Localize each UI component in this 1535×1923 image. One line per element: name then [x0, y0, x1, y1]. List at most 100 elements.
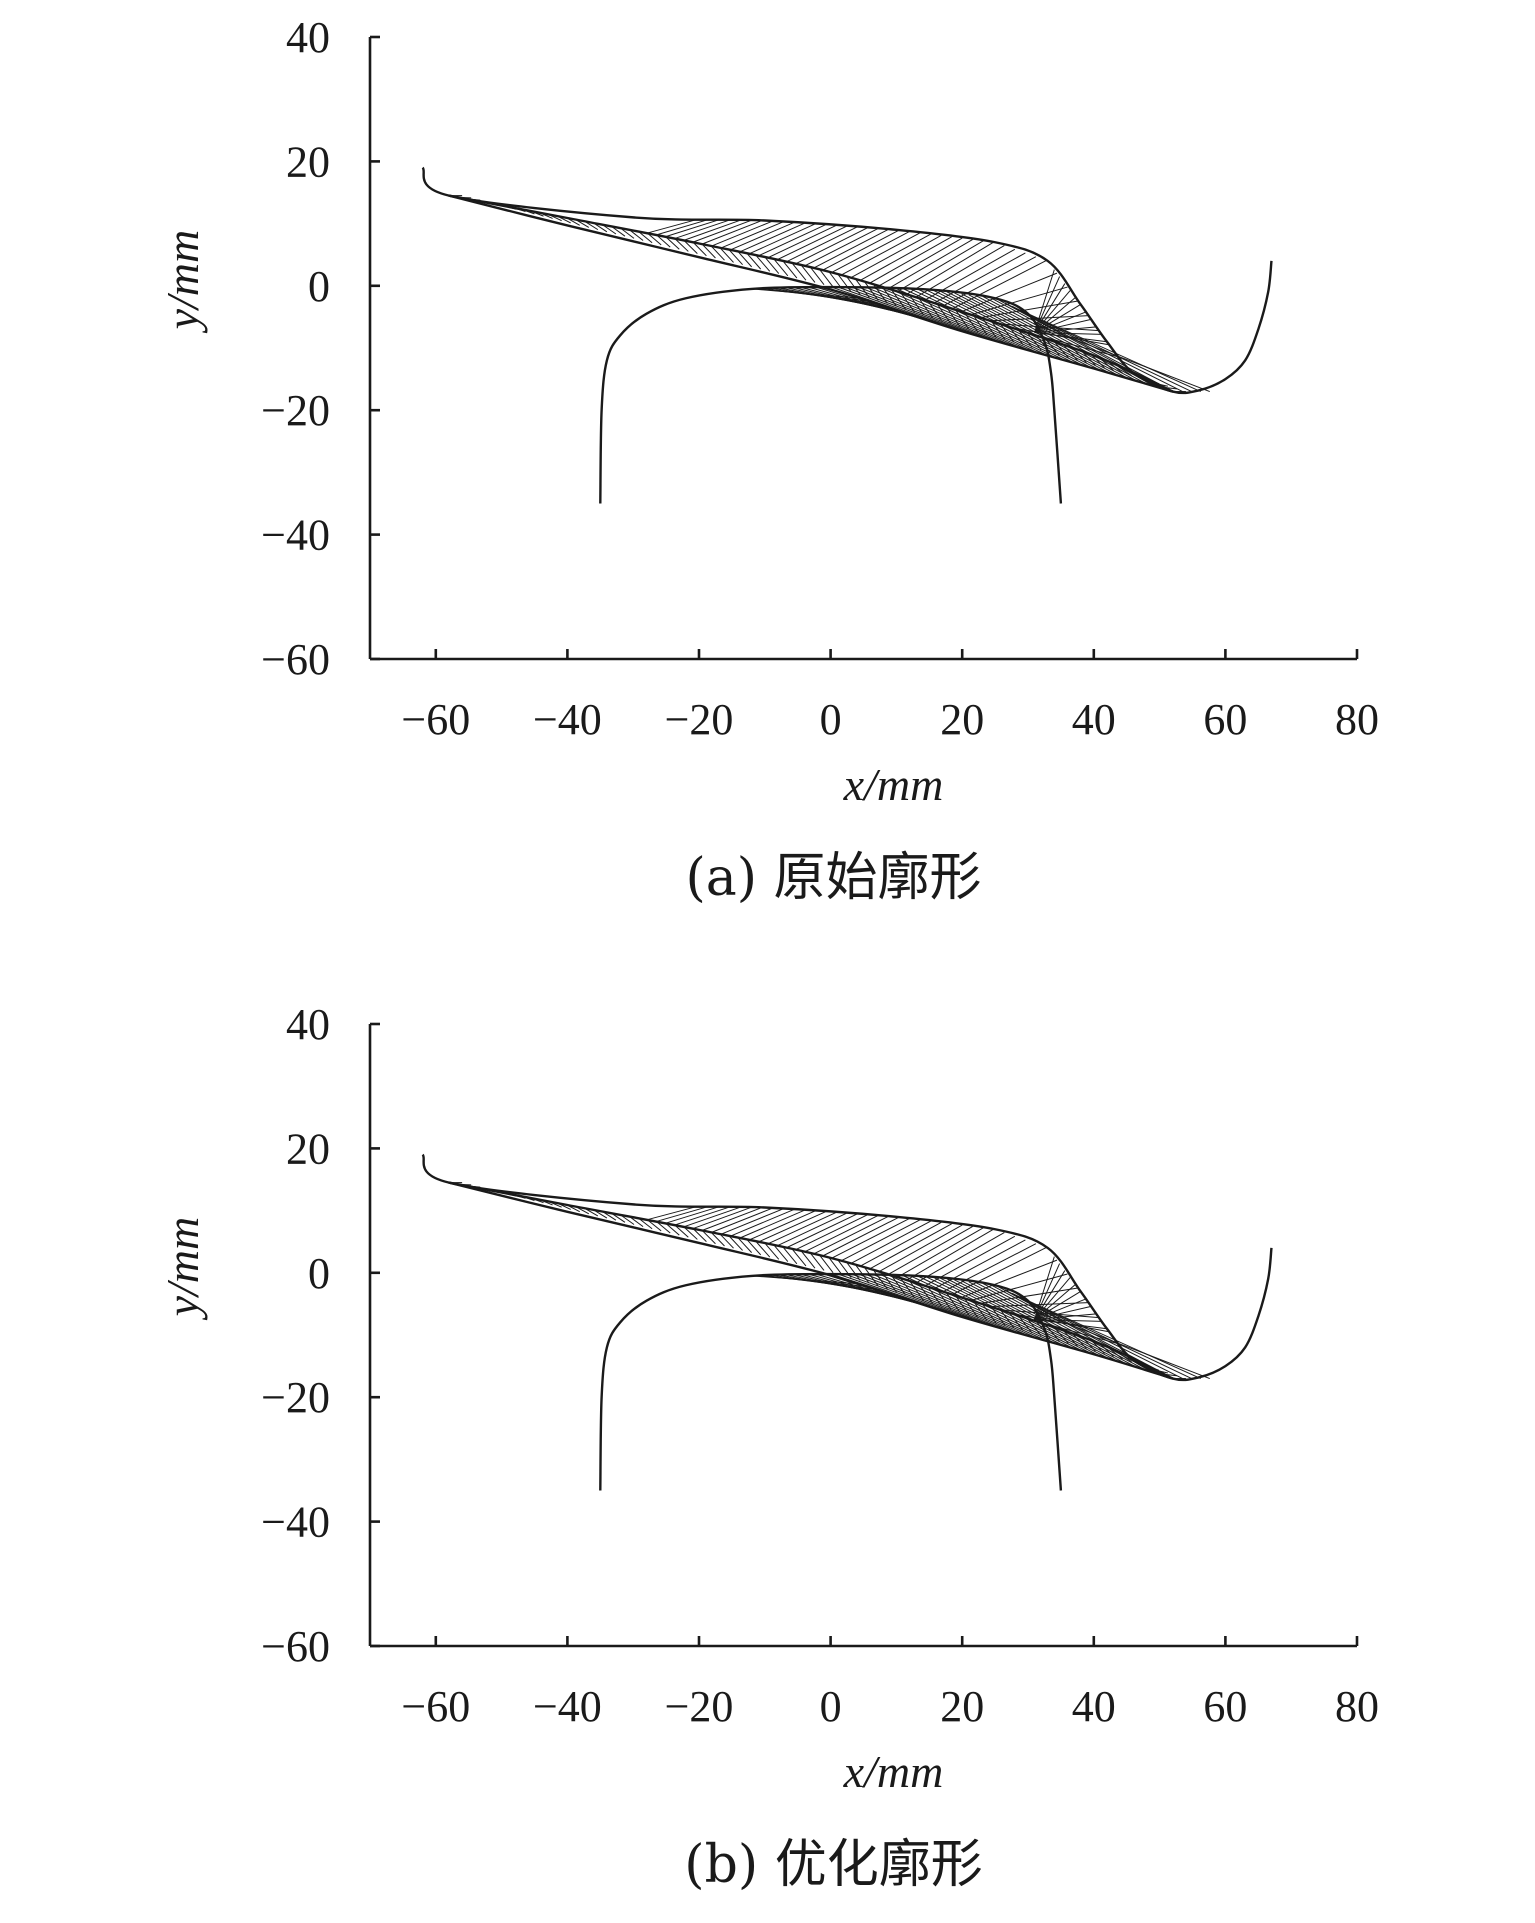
wedge-ray — [774, 1245, 789, 1262]
y-tick-label: −40 — [261, 1498, 330, 1547]
bend-ray — [1034, 331, 1108, 343]
wedge-ray — [620, 1214, 635, 1225]
y-tick-label: 0 — [308, 1249, 330, 1298]
inner-ray — [867, 1274, 1002, 1329]
wedge-ray — [467, 1185, 481, 1188]
wedge-ray — [557, 215, 571, 224]
contact-ray — [924, 1235, 1016, 1287]
contact-ray — [896, 1227, 984, 1279]
inner-ray — [867, 287, 1002, 343]
inner-ray — [860, 287, 993, 341]
contact-ray — [822, 229, 900, 271]
y-axis-title: y/mm — [157, 1217, 208, 1321]
wedge-ray — [548, 1200, 562, 1208]
wedge-ray — [701, 1230, 716, 1245]
contact-ray — [905, 241, 995, 296]
inner-ray — [1026, 312, 1201, 392]
contact-ray — [766, 1212, 837, 1245]
contact-ray — [683, 219, 742, 241]
wedge-ray — [539, 1199, 553, 1206]
inner-ray — [990, 297, 1156, 387]
inner-ray — [881, 287, 1020, 348]
wedge-ray — [973, 315, 988, 335]
contact-ray — [803, 1215, 879, 1253]
inner-ray — [910, 1275, 1057, 1345]
wedge-ray — [1081, 351, 1096, 366]
contact-ray — [859, 235, 942, 282]
inner-ray — [968, 294, 1129, 380]
wedge-ray — [584, 220, 599, 231]
x-tick-label: −60 — [401, 695, 470, 744]
wedge-ray — [783, 1247, 798, 1265]
wedge-ray — [557, 1202, 571, 1210]
contact-ray — [785, 1213, 858, 1249]
contact-ray — [757, 1211, 826, 1243]
wedge-ray — [1127, 1356, 1141, 1366]
contact-ray — [822, 1216, 900, 1257]
inner-ray — [838, 286, 966, 333]
y-tick-label: −60 — [261, 635, 330, 684]
wedge-ray — [575, 1206, 590, 1215]
wedge-ray — [855, 1265, 870, 1284]
wedge-ray — [955, 309, 970, 330]
inner-ray — [968, 1281, 1129, 1366]
contact-ray — [831, 231, 910, 273]
wedge-ray — [638, 231, 653, 244]
wedge-ray — [602, 1211, 617, 1221]
inner-ray — [946, 1278, 1102, 1358]
inner-ray — [910, 288, 1057, 359]
wedge-ray — [692, 1228, 707, 1242]
bend-ray — [1034, 1305, 1092, 1320]
wedge-ray — [729, 249, 743, 266]
inner-ray — [852, 1274, 984, 1324]
wedge-ray — [692, 242, 707, 257]
contact-ray — [748, 1210, 816, 1241]
inner-ray — [990, 1284, 1156, 1374]
y-tick-label: 40 — [286, 1000, 330, 1049]
inner-ray — [874, 287, 1011, 346]
contact-ray — [905, 1228, 995, 1282]
wedge-ray — [747, 253, 762, 270]
inner-ray — [896, 288, 1039, 354]
contact-ray — [942, 1243, 1037, 1293]
wedge-ray — [584, 1207, 599, 1217]
wedge-ray — [683, 240, 698, 254]
wedge-ray — [720, 1234, 734, 1249]
contact-ray — [692, 219, 752, 243]
inner-ray — [939, 1277, 1093, 1355]
wedge-ray — [765, 257, 780, 274]
x-axis-title: x/mm — [843, 759, 944, 810]
inner-ray — [954, 292, 1111, 374]
contact-ray — [812, 1215, 889, 1255]
inner-ray — [888, 288, 1030, 351]
lower-envelope-line — [448, 1181, 1174, 1380]
inner-ray — [1004, 1289, 1174, 1379]
wedge-ray — [530, 210, 544, 217]
contact-ray — [803, 228, 879, 267]
outer-profile-line — [421, 166, 1273, 395]
wedge-ray — [575, 219, 590, 228]
contact-ray — [886, 239, 973, 290]
wedge-ray — [593, 1209, 608, 1219]
wedge-ray — [710, 245, 725, 261]
contact-ray — [933, 252, 1026, 304]
bend-ray — [1034, 318, 1092, 333]
wedge-ray — [512, 207, 526, 213]
bend-ray — [1034, 290, 1071, 333]
inner-ray — [925, 288, 1075, 364]
inner-profile-line — [599, 1272, 1063, 1491]
wedge-ray — [656, 1221, 671, 1234]
contact-ray — [849, 233, 931, 279]
x-tick-label: −40 — [533, 1682, 602, 1731]
contact-ray — [877, 237, 963, 287]
inner-ray — [896, 1275, 1039, 1339]
wedge-ray — [647, 1219, 662, 1232]
wedge-ray — [665, 236, 680, 250]
inner-ray — [1011, 1292, 1183, 1379]
panel-caption: (a) 原始廓形 — [685, 848, 981, 908]
contact-ray — [868, 1223, 952, 1270]
contact-ray — [692, 1206, 752, 1230]
contact-ray — [775, 225, 847, 261]
contact-ray — [646, 1205, 700, 1221]
inner-ray — [845, 286, 975, 336]
